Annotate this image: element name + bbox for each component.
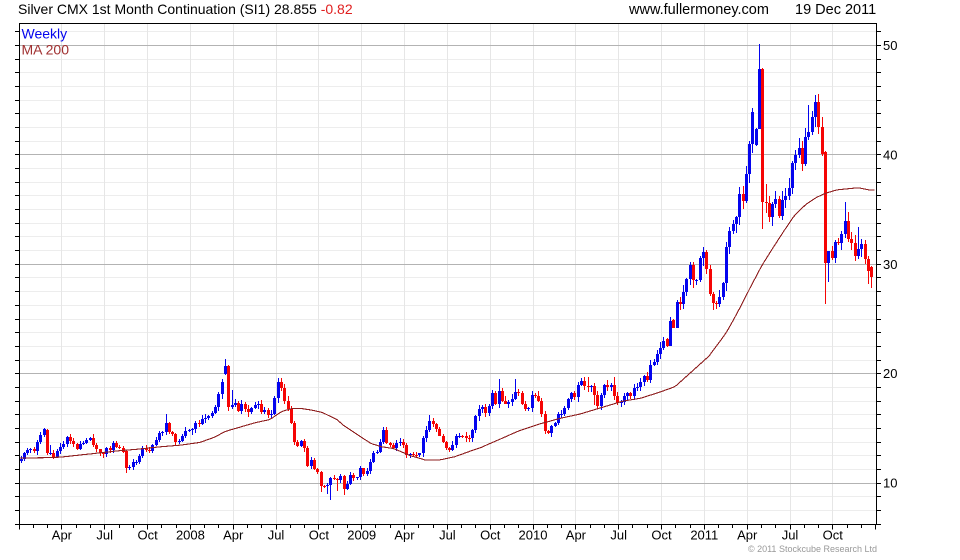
- svg-text:Jul: Jul: [439, 528, 456, 543]
- svg-text:Oct: Oct: [651, 528, 672, 543]
- svg-text:Weekly: Weekly: [22, 26, 68, 42]
- svg-text:Apr: Apr: [394, 528, 415, 543]
- svg-text:20: 20: [883, 366, 897, 381]
- svg-text:50: 50: [883, 38, 897, 53]
- svg-text:Oct: Oct: [309, 528, 330, 543]
- svg-text:Oct: Oct: [137, 528, 158, 543]
- svg-text:19 Dec 2011: 19 Dec 2011: [795, 2, 876, 18]
- svg-text:Apr: Apr: [737, 528, 758, 543]
- svg-text:www.fullermoney.com: www.fullermoney.com: [628, 2, 769, 18]
- svg-text:© 2011 Stockcube Research Ltd: © 2011 Stockcube Research Ltd: [748, 544, 877, 554]
- svg-text:30: 30: [883, 257, 897, 272]
- svg-text:Apr: Apr: [52, 528, 73, 543]
- svg-text:Apr: Apr: [223, 528, 244, 543]
- svg-text:Jul: Jul: [268, 528, 285, 543]
- svg-text:Apr: Apr: [566, 528, 587, 543]
- svg-text:Oct: Oct: [480, 528, 501, 543]
- svg-text:10: 10: [883, 475, 897, 490]
- svg-text:40: 40: [883, 148, 897, 163]
- svg-text:Jul: Jul: [782, 528, 799, 543]
- svg-text:Oct: Oct: [823, 528, 844, 543]
- svg-text:2010: 2010: [519, 528, 548, 543]
- svg-text:2008: 2008: [176, 528, 205, 543]
- svg-text:2011: 2011: [690, 528, 718, 543]
- svg-text:Jul: Jul: [610, 528, 627, 543]
- svg-text:Silver CMX 1st Month Continuat: Silver CMX 1st Month Continuation (SI1) …: [18, 1, 353, 17]
- svg-text:MA 200: MA 200: [22, 42, 70, 58]
- svg-text:2009: 2009: [347, 528, 376, 543]
- svg-text:Jul: Jul: [96, 528, 113, 543]
